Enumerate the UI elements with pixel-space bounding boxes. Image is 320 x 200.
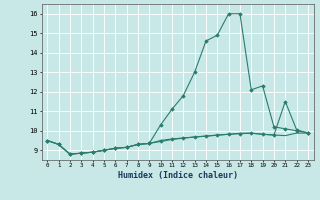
X-axis label: Humidex (Indice chaleur): Humidex (Indice chaleur): [118, 171, 237, 180]
